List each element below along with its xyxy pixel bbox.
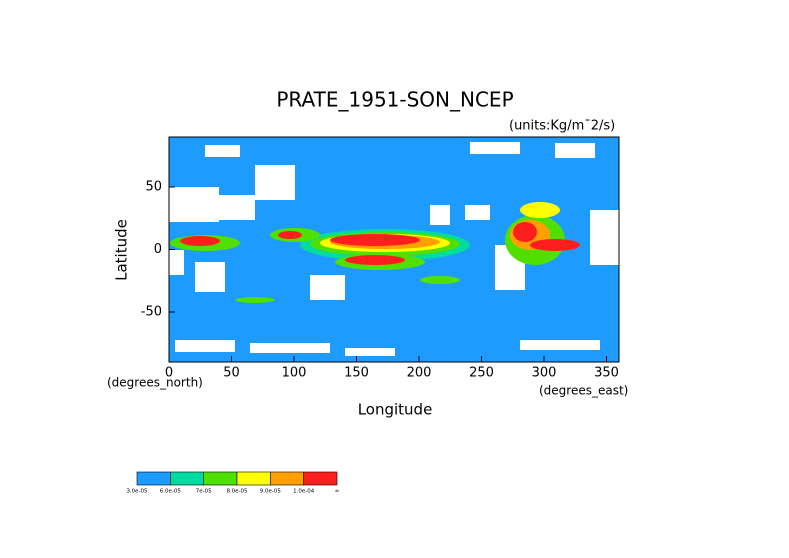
x-tick-label: 50 — [223, 366, 240, 381]
x-tick-label: 0 — [165, 366, 173, 381]
x-unit-label: (degrees_east) — [539, 384, 628, 398]
x-tick-label: 150 — [344, 366, 369, 381]
colorbar-box — [236, 471, 271, 486]
colorbar-label: 1.0e-04 — [293, 489, 315, 495]
x-tick-label: 200 — [407, 366, 432, 381]
colorbar-label: 7e-05 — [196, 489, 212, 495]
x-tick-label: 250 — [469, 366, 494, 381]
y-tick-label: 0 — [154, 242, 162, 257]
x-tick-label: 350 — [594, 366, 619, 381]
y-axis-label: Latitude — [113, 219, 131, 281]
colorbar-label: 8.0e-05 — [226, 489, 248, 495]
colorbar-label: 3.0e-05 — [126, 489, 148, 495]
colorbar: 3.0e-05 6.0e-05 7e-05 8.0e-05 9.0e-05 1.0e-04… — [126, 471, 340, 495]
chart-title: PRATE_1951-SON_NCEP — [276, 88, 513, 112]
colorbar-label: ∞ — [335, 489, 340, 495]
colorbar-label: 6.0e-05 — [160, 489, 182, 495]
colorbar-box — [136, 471, 171, 486]
colorbar-box — [270, 471, 304, 486]
units-label: (units:Kg/m¯2/s) — [509, 119, 615, 134]
colorbar-box — [170, 471, 204, 486]
y-tick-label: -50 — [141, 305, 162, 320]
map-field — [168, 136, 620, 363]
colorbar-box — [203, 471, 238, 486]
colorbar-label: 9.0e-05 — [260, 489, 282, 495]
x-tick-label: 100 — [282, 366, 307, 381]
colorbar-box — [303, 471, 338, 486]
y-tick-label: 50 — [145, 180, 162, 195]
x-axis-label: Longitude — [358, 401, 433, 419]
y-unit-label: (degrees_north) — [107, 376, 203, 390]
x-tick-label: 300 — [532, 366, 557, 381]
